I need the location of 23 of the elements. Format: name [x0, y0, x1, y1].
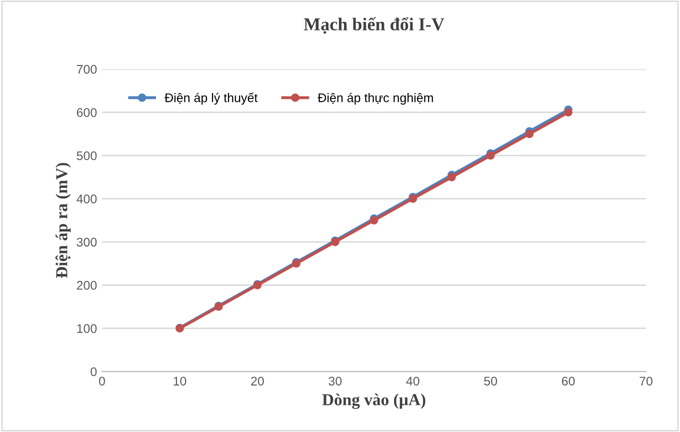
y-axis-title: Điện áp ra (mV): [55, 162, 71, 278]
y-tick-label: 700: [76, 64, 97, 74]
y-tick-label: 500: [76, 151, 97, 160]
x-tick-label: 70: [640, 376, 652, 386]
x-tick-label: 60: [562, 376, 575, 386]
y-tick-label: 200: [76, 280, 97, 290]
y-tick-label: 600: [76, 108, 97, 117]
x-tick-label: 0: [99, 376, 105, 386]
x-tick-label: 50: [484, 376, 498, 386]
chart-title: Mạch biến đổi I-V: [304, 17, 444, 34]
y-tick-label: 100: [77, 324, 97, 333]
x-tick-label: 30: [328, 376, 342, 386]
x-tick-label: 20: [251, 376, 264, 386]
x-tick-label: 10: [174, 376, 186, 386]
y-tick-label: 400: [76, 194, 97, 204]
y-tick-label: 300: [76, 238, 97, 247]
x-axis-title: Dòng vào (µA): [322, 394, 426, 409]
point: [525, 130, 534, 138]
legend-label: Điện áp thực nghiệm: [318, 92, 433, 105]
legend-label: Điện áp lý thuyết: [164, 92, 258, 105]
x-tick-label: 40: [406, 376, 420, 386]
y-tick-label: 0: [90, 367, 97, 376]
point: [564, 108, 572, 116]
